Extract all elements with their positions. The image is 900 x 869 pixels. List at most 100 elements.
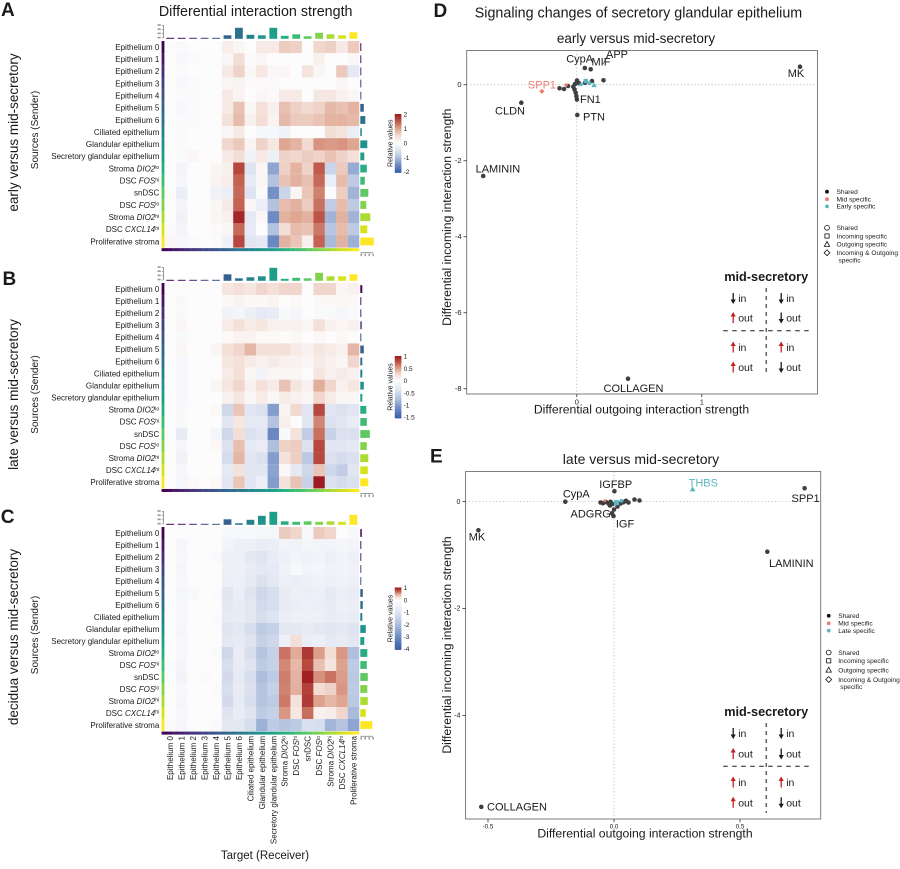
svg-text:Epithelium 2: Epithelium 2 <box>115 309 160 318</box>
svg-text:-0.5: -0.5 <box>483 824 494 831</box>
svg-text:0: 0 <box>456 499 460 506</box>
svg-text:DSC CXCL14hi: DSC CXCL14hi <box>106 466 159 475</box>
svg-text:Glandular epithelium: Glandular epithelium <box>86 625 160 634</box>
svg-text:-6: -6 <box>455 308 462 317</box>
svg-text:COLLAGEN: COLLAGEN <box>604 383 664 395</box>
svg-text:1: 1 <box>404 585 408 592</box>
svg-text:out: out <box>786 313 801 325</box>
svg-text:Epithelium 1: Epithelium 1 <box>115 541 160 550</box>
svg-text:out: out <box>738 797 753 809</box>
svg-text:-1: -1 <box>404 610 410 617</box>
svg-text:Stroma DIO2hi: Stroma DIO2hi <box>109 213 160 222</box>
svg-text:IGFBP: IGFBP <box>599 479 632 491</box>
svg-text:in: in <box>786 777 794 789</box>
svg-text:-4: -4 <box>404 646 410 653</box>
svg-text:D: D <box>434 1 448 22</box>
svg-text:out: out <box>738 362 753 374</box>
svg-text:in: in <box>738 342 746 354</box>
svg-text:Epithelium 6: Epithelium 6 <box>115 357 160 366</box>
svg-text:A: A <box>1 0 15 21</box>
svg-text:Stroma DIO2lo: Stroma DIO2lo <box>109 164 160 173</box>
svg-text:specific: specific <box>839 257 862 264</box>
svg-text:Stroma DIO2lo: Stroma DIO2lo <box>109 649 160 658</box>
svg-text:0: 0 <box>575 398 579 407</box>
svg-text:mid-secretory: mid-secretory <box>724 705 808 719</box>
svg-text:1: 1 <box>404 354 408 361</box>
svg-text:MIF: MIF <box>592 57 611 69</box>
svg-text:Early specific: Early specific <box>837 204 877 211</box>
svg-text:DSC CXCL14hi: DSC CXCL14hi <box>106 225 159 234</box>
svg-text:DSC FOSlo: DSC FOSlo <box>120 442 160 451</box>
svg-text:-2: -2 <box>404 169 410 176</box>
svg-text:Epithelium 2: Epithelium 2 <box>115 553 160 562</box>
svg-text:Secretory glandular epithelium: Secretory glandular epithelium <box>51 394 159 403</box>
svg-text:Incoming & Outgoing: Incoming & Outgoing <box>837 250 899 257</box>
svg-text:LAMININ: LAMININ <box>476 163 521 175</box>
svg-text:Epithelium 5: Epithelium 5 <box>115 589 160 598</box>
svg-text:-2: -2 <box>454 606 460 613</box>
svg-text:Epithelium 2: Epithelium 2 <box>189 735 198 780</box>
svg-text:DSC FOSlo: DSC FOSlo <box>315 736 324 776</box>
svg-text:FN1: FN1 <box>580 94 601 106</box>
svg-text:in: in <box>738 293 746 305</box>
svg-text:out: out <box>786 797 801 809</box>
svg-text:E: E <box>430 447 443 468</box>
svg-text:1: 1 <box>700 398 704 407</box>
svg-text:Sources (Sender): Sources (Sender) <box>30 91 41 169</box>
svg-text:DSC FOShi: DSC FOShi <box>292 736 301 776</box>
svg-text:Outgoing specific: Outgoing specific <box>838 667 889 674</box>
svg-text:Differential incoming interact: Differential incoming interaction streng… <box>440 536 454 753</box>
svg-text:CypA: CypA <box>566 53 594 65</box>
svg-text:snDSC: snDSC <box>304 736 313 762</box>
svg-text:early versus mid-secretory: early versus mid-secretory <box>6 53 21 212</box>
svg-text:Incoming specific: Incoming specific <box>837 233 888 240</box>
svg-text:Epithelium 1: Epithelium 1 <box>115 297 160 306</box>
svg-text:DSC CXCL14hi: DSC CXCL14hi <box>338 736 347 789</box>
svg-text:Stroma DIO2hi: Stroma DIO2hi <box>327 736 336 787</box>
svg-text:Epithelium 5: Epithelium 5 <box>115 345 160 354</box>
svg-text:Sources (Sender): Sources (Sender) <box>30 355 41 433</box>
svg-text:Shared: Shared <box>837 189 859 196</box>
svg-text:Epithelium 6: Epithelium 6 <box>115 601 160 610</box>
svg-text:C: C <box>1 507 15 528</box>
svg-text:SPP1: SPP1 <box>792 493 820 505</box>
svg-text:ADGRG: ADGRG <box>571 508 611 520</box>
svg-text:Secretory glandular epithelium: Secretory glandular epithelium <box>51 152 159 161</box>
svg-text:Epithelium 4: Epithelium 4 <box>115 577 160 586</box>
svg-text:Sources (Sender): Sources (Sender) <box>30 596 41 674</box>
svg-text:-2: -2 <box>404 622 410 629</box>
svg-text:-8: -8 <box>455 384 462 393</box>
svg-text:PTN: PTN <box>583 112 605 124</box>
svg-text:DSC FOSlo: DSC FOSlo <box>120 685 160 694</box>
svg-text:IGF: IGF <box>616 518 635 530</box>
svg-text:Epithelium 0: Epithelium 0 <box>166 735 175 780</box>
svg-text:-4: -4 <box>454 713 460 720</box>
svg-text:Proliferative stroma: Proliferative stroma <box>349 735 358 804</box>
svg-text:Stroma DIO2hi: Stroma DIO2hi <box>109 454 160 463</box>
svg-text:Incoming & Outgoing: Incoming & Outgoing <box>838 677 900 684</box>
svg-text:-2: -2 <box>455 156 462 165</box>
svg-text:Relative values: Relative values <box>387 594 394 642</box>
svg-text:2: 2 <box>404 112 408 119</box>
svg-text:Glandular epithelium: Glandular epithelium <box>86 140 160 149</box>
svg-text:Outgoing specific: Outgoing specific <box>837 242 888 249</box>
svg-text:out: out <box>786 749 801 761</box>
svg-text:Epithelium 2: Epithelium 2 <box>115 67 160 76</box>
svg-text:Epithelium 3: Epithelium 3 <box>115 321 160 330</box>
svg-text:Incoming specific: Incoming specific <box>838 658 889 665</box>
svg-text:Proliferative stroma: Proliferative stroma <box>90 237 159 246</box>
svg-text:DSC FOSlo: DSC FOSlo <box>120 201 160 210</box>
svg-text:Epithelium 5: Epithelium 5 <box>115 104 160 113</box>
svg-text:MK: MK <box>788 68 805 80</box>
svg-text:Mid specific: Mid specific <box>837 197 872 204</box>
svg-text:0: 0 <box>457 80 461 89</box>
svg-text:0.0: 0.0 <box>610 824 619 831</box>
svg-text:Relative values: Relative values <box>387 363 394 411</box>
svg-text:DSC FOShi: DSC FOShi <box>120 418 160 427</box>
svg-text:THBS: THBS <box>689 478 718 490</box>
svg-text:Secretory glandular epithelium: Secretory glandular epithelium <box>269 736 278 844</box>
svg-text:Stroma DIO2hi: Stroma DIO2hi <box>109 697 160 706</box>
svg-text:Epithelium 0: Epithelium 0 <box>115 43 160 52</box>
svg-text:-0.5: -0.5 <box>404 390 416 397</box>
svg-text:in: in <box>786 293 794 305</box>
